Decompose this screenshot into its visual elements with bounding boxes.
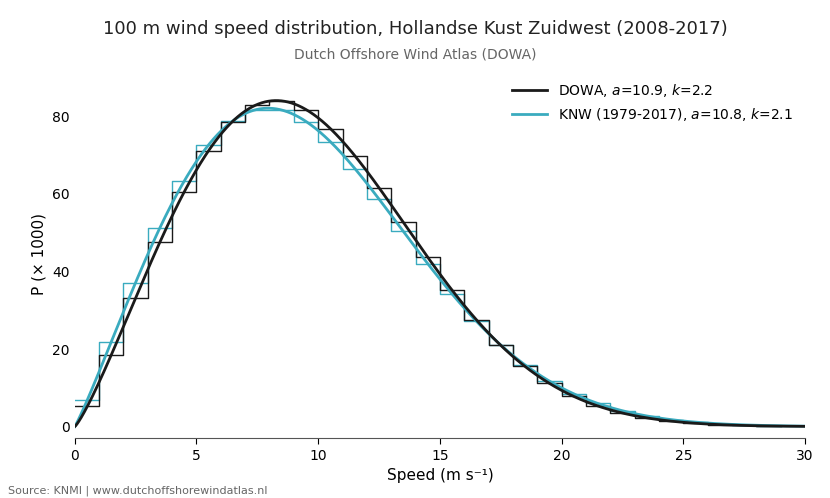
Text: 100 m wind speed distribution, Hollandse Kust Zuidwest (2008-2017): 100 m wind speed distribution, Hollandse…	[103, 20, 727, 38]
Text: Source: KNMI | www.dutchoffshorewindatlas.nl: Source: KNMI | www.dutchoffshorewindatla…	[8, 485, 268, 496]
Legend: DOWA, $a$=10.9, $k$=2.2, KNW (1979-2017), $a$=10.8, $k$=2.1: DOWA, $a$=10.9, $k$=2.2, KNW (1979-2017)…	[506, 77, 798, 128]
X-axis label: Speed (m s⁻¹): Speed (m s⁻¹)	[387, 468, 493, 483]
Y-axis label: P (× 1000): P (× 1000)	[32, 213, 46, 295]
Text: Dutch Offshore Wind Atlas (DOWA): Dutch Offshore Wind Atlas (DOWA)	[294, 47, 536, 61]
